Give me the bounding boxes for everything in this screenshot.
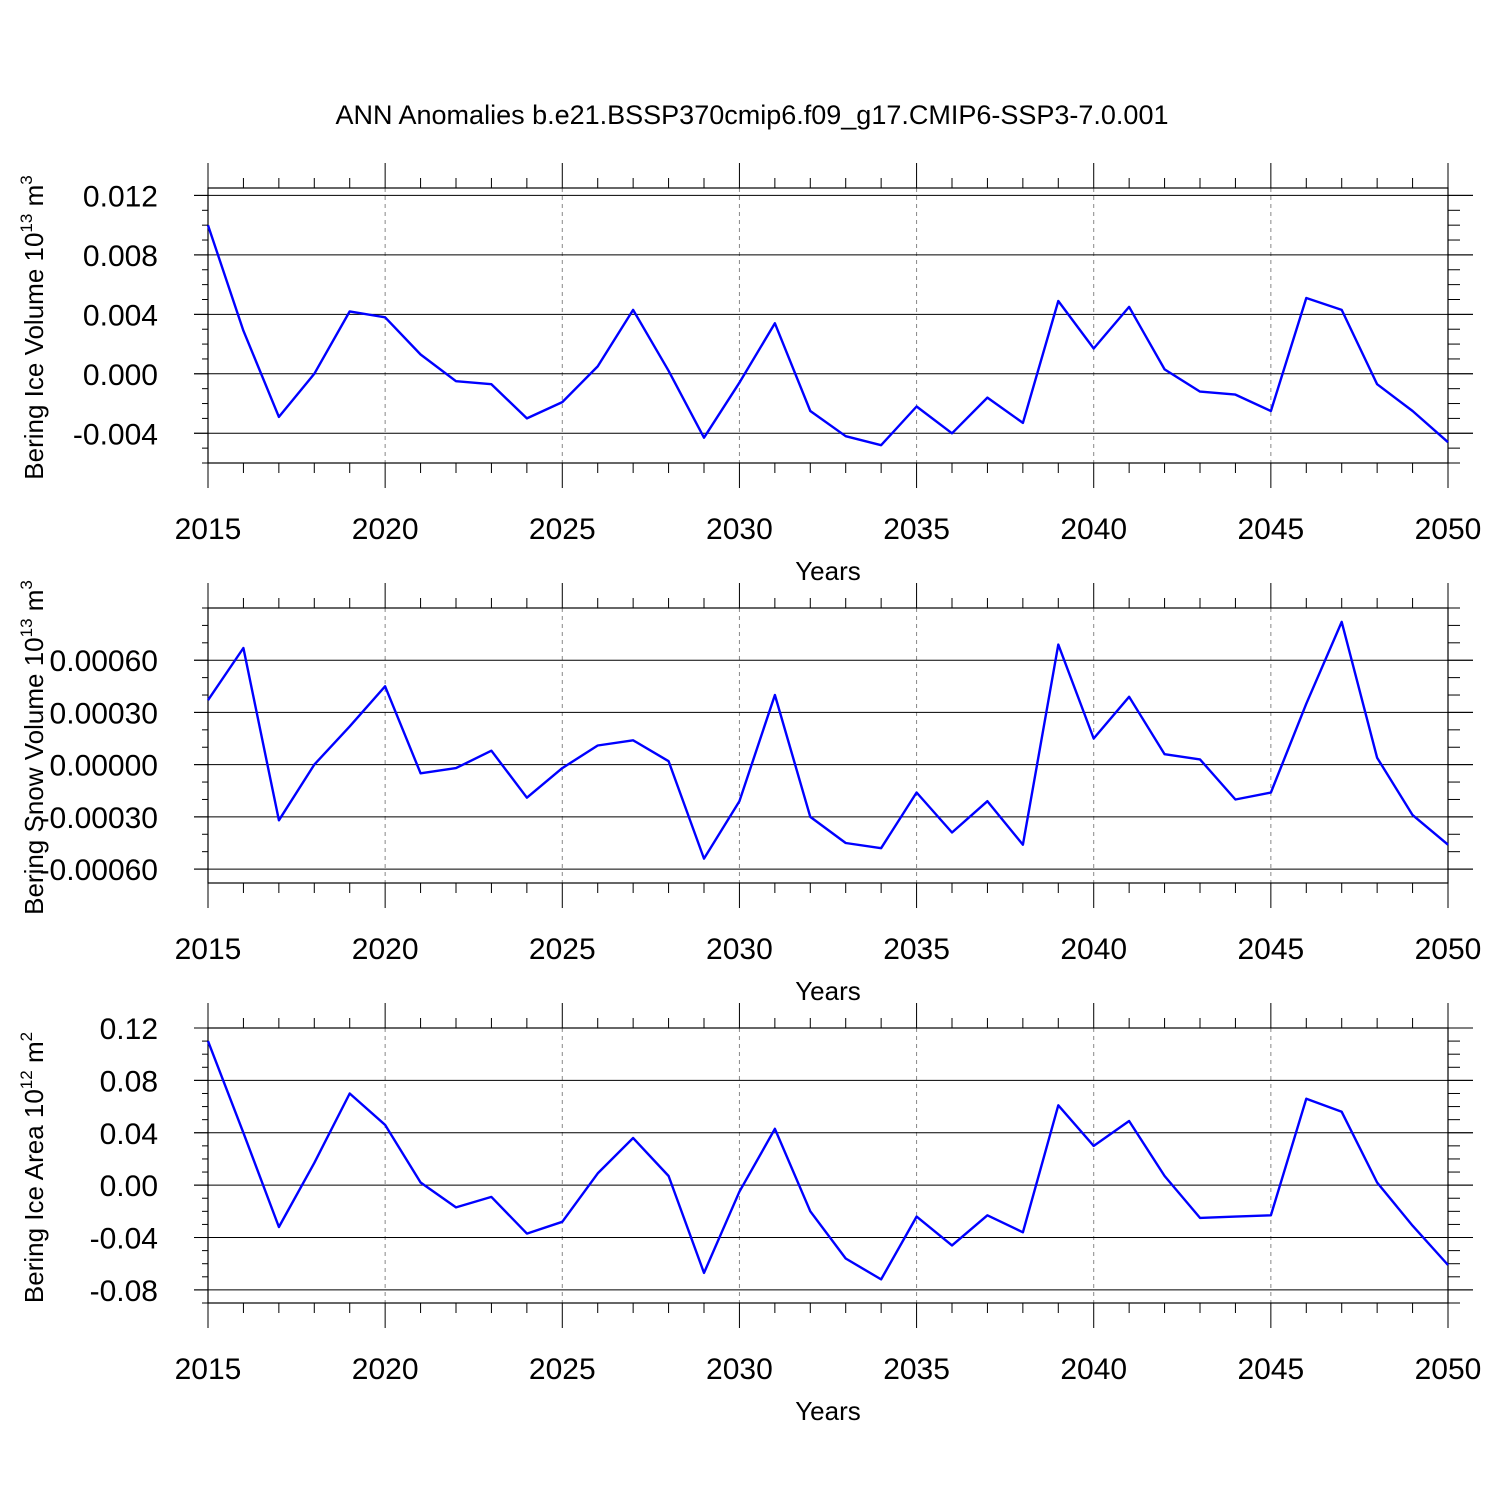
x-tick-label: 2030 xyxy=(706,933,773,966)
chart-panel-2: 0.00060 0.00030 0.00000 -0.00030 -0.00060 201… xyxy=(17,580,1481,1006)
y-tick-label: -0.04 xyxy=(90,1223,158,1256)
x-axis-label: Years xyxy=(795,1396,861,1426)
x-tick-label: 2050 xyxy=(1415,1353,1482,1386)
y-tick-label: 0.00000 xyxy=(50,750,158,783)
x-tick-label: 2030 xyxy=(706,1353,773,1386)
x-tick-label: 2045 xyxy=(1237,1353,1304,1386)
x-tick-label: 2030 xyxy=(706,513,773,546)
x-axis-label: Years xyxy=(795,556,861,586)
y-tick-label: 0.00 xyxy=(100,1170,158,1203)
x-tick-label: 2035 xyxy=(883,513,950,546)
y-tick-label: -0.004 xyxy=(73,418,158,451)
chart-title: ANN Anomalies b.e21.BSSP370cmip6.f09_g17… xyxy=(336,100,1169,130)
x-tick-label: 2015 xyxy=(175,1353,242,1386)
x-tick-label: 2020 xyxy=(352,513,419,546)
y-axis-label: Bering Ice Volume 1013 m3 xyxy=(17,175,49,479)
y-tick-label: 0.00030 xyxy=(50,697,158,730)
y-tick-label: 0.08 xyxy=(100,1065,158,1098)
y-tick-label: 0.12 xyxy=(100,1013,158,1046)
y-tick-label: -0.00060 xyxy=(40,854,158,887)
x-tick-label: 2045 xyxy=(1237,933,1304,966)
y-axis-label: Bering Ice Area 1012 m2 xyxy=(17,1032,49,1303)
plot-frame xyxy=(207,607,1449,884)
x-tick-label: 2020 xyxy=(352,1353,419,1386)
x-tick-label: 2015 xyxy=(175,933,242,966)
x-tick-label: 2025 xyxy=(529,1353,596,1386)
plot-frame xyxy=(207,187,1449,464)
series-line xyxy=(207,620,1449,860)
series-line xyxy=(206,224,1449,447)
x-tick-label: 2050 xyxy=(1415,513,1482,546)
chart-panel-3: 0.12 0.08 0.04 0.00 -0.04 -0.08 2015 2020 2025 20… xyxy=(17,1003,1481,1426)
y-tick-label: -0.08 xyxy=(90,1275,158,1308)
y-tick-label: -0.00030 xyxy=(40,802,158,835)
series-line xyxy=(206,1040,1449,1281)
y-tick-label: 0.04 xyxy=(100,1118,158,1151)
x-tick-label: 2025 xyxy=(529,933,596,966)
x-axis-label: Years xyxy=(795,976,861,1006)
x-tick-label: 2040 xyxy=(1060,513,1127,546)
x-tick-label: 2035 xyxy=(883,933,950,966)
y-tick-label: 0.012 xyxy=(83,180,158,213)
y-axis-label: Bering Snow Volume 1013 m3 xyxy=(17,580,49,915)
x-tick-label: 2035 xyxy=(883,1353,950,1386)
plot-frame xyxy=(207,1027,1449,1304)
y-tick-label: 0.00060 xyxy=(50,645,158,678)
x-tick-label: 2050 xyxy=(1415,933,1482,966)
x-tick-label: 2040 xyxy=(1060,1353,1127,1386)
x-tick-label: 2045 xyxy=(1237,513,1304,546)
x-tick-label: 2025 xyxy=(529,513,596,546)
y-tick-label: 0.004 xyxy=(83,299,158,332)
x-tick-label: 2040 xyxy=(1060,933,1127,966)
y-tick-label: 0.008 xyxy=(83,240,158,273)
x-tick-label: 2015 xyxy=(175,513,242,546)
chart-panel-1: 0.012 0.008 0.004 0.000 -0.004 2015 2020 2025 20… xyxy=(17,163,1481,586)
x-tick-label: 2020 xyxy=(352,933,419,966)
y-tick-label: 0.000 xyxy=(83,359,158,392)
